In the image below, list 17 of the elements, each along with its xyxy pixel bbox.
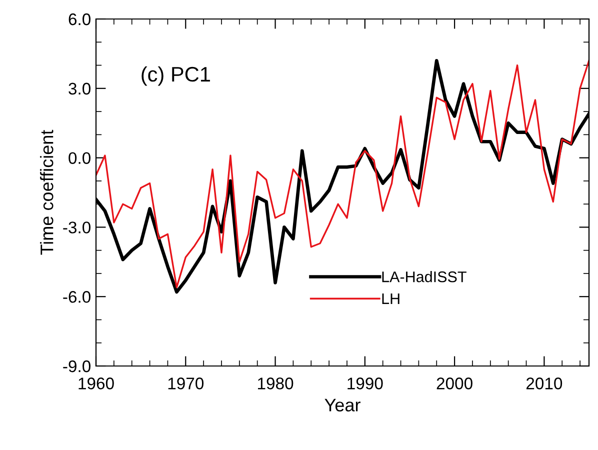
y-tick-label: 6.0 — [68, 13, 90, 26]
y-tick-label: 3.0 — [68, 82, 90, 95]
y-tick-label: -9.0 — [63, 360, 90, 372]
x-axis-title: Year — [324, 398, 360, 412]
x-tick-label: 1990 — [348, 378, 383, 390]
x-tick-label: 1970 — [168, 378, 204, 390]
x-tick-label: 2010 — [526, 378, 562, 390]
y-tick-label: 0.0 — [68, 152, 90, 164]
y-tick-label: -3.0 — [63, 222, 90, 234]
y-axis-title: Time coefficient — [40, 130, 54, 255]
x-tick-label: 2000 — [436, 378, 472, 390]
text: (c) PC1 — [142, 66, 210, 86]
x-tick-label: 1960 — [78, 378, 114, 390]
legend-label: LA-HadISST — [382, 271, 466, 282]
legend-label: LH — [382, 293, 400, 304]
y-tick-label: -6.0 — [63, 291, 90, 303]
x-tick-label: 1980 — [258, 378, 294, 390]
